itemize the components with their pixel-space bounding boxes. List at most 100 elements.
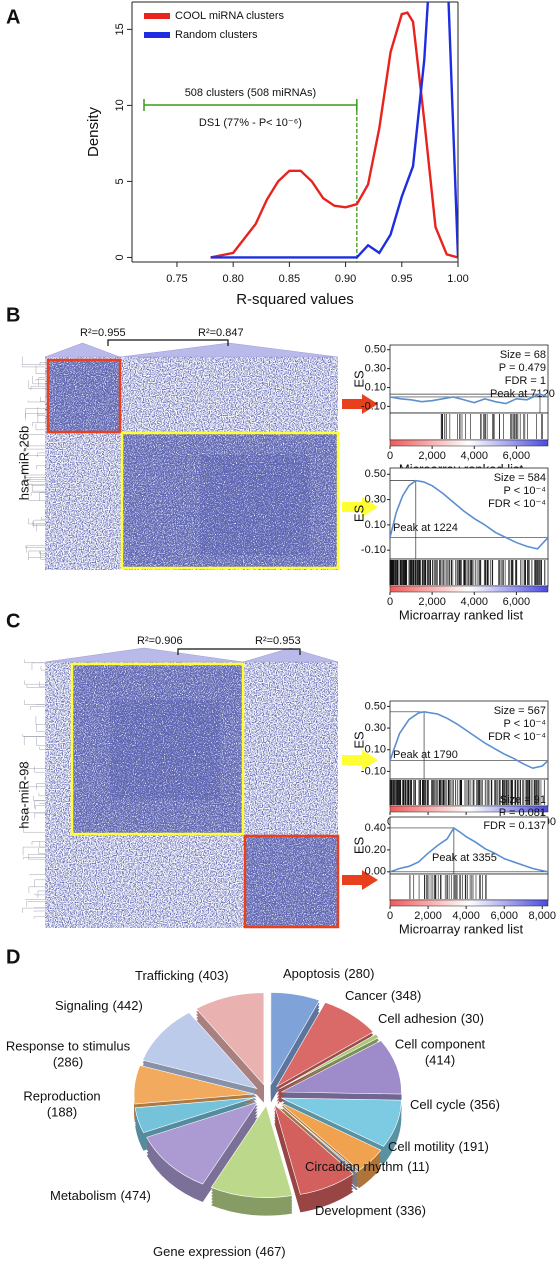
panel-label: B xyxy=(6,304,20,326)
x-tick-label: 0.75 xyxy=(166,273,187,285)
pie-slice xyxy=(210,1104,293,1198)
slice-label: Cell motility xyxy=(388,1139,455,1154)
r2-bracket xyxy=(107,339,229,346)
y-axis-label: ES xyxy=(351,731,366,749)
cluster-box xyxy=(70,662,245,836)
stat-label: P = 0.479 xyxy=(499,362,546,374)
y-tick-label: 0.20 xyxy=(365,844,386,856)
stat-label: Size = 91 xyxy=(500,794,546,806)
pie-slice xyxy=(270,992,320,1086)
pie-slice xyxy=(142,1012,258,1090)
stat-label: FDR = 0.137 xyxy=(483,820,546,832)
arrow xyxy=(342,870,378,890)
slice-value: (348) xyxy=(391,988,421,1003)
slice-label-group: Apoptosis (280) xyxy=(283,966,374,981)
slice-value: (286) xyxy=(53,1054,83,1069)
x-tick-label: 4,000 xyxy=(461,450,489,462)
slice-value: (188) xyxy=(47,1104,77,1119)
r2-label: R²=0.955 xyxy=(80,327,126,339)
x-tick-label: 6,000 xyxy=(503,450,531,462)
series-line xyxy=(210,2,458,259)
pie-slice xyxy=(134,1097,255,1134)
rank-colorbar xyxy=(389,439,549,447)
slice-label-group: Cancer (348) xyxy=(345,988,421,1003)
hit-frame xyxy=(389,412,549,441)
pie-slice xyxy=(133,1065,255,1105)
slice-label: Cell component xyxy=(395,1036,486,1051)
y-axis-label: ES xyxy=(351,370,366,388)
pie-side xyxy=(277,1106,358,1176)
peak-label: Peak at 7120 xyxy=(490,388,555,400)
panel-label: C xyxy=(6,610,20,632)
x-tick-label: 4,000 xyxy=(452,910,480,922)
x-tick-label: 2,000 xyxy=(418,450,446,462)
x-tick-label: 2,000 xyxy=(414,910,442,922)
dendrogram-top xyxy=(44,647,244,663)
pie-slice xyxy=(195,992,265,1086)
slice-label-group: Metabolism (474) xyxy=(50,1188,151,1203)
dendrogram-top xyxy=(44,342,121,358)
series-line xyxy=(390,479,548,550)
pie-slice xyxy=(277,1102,359,1173)
stat-label: Size = 567 xyxy=(494,705,546,717)
x-tick-label: 6,000 xyxy=(503,596,531,608)
rank-colorbar xyxy=(389,805,549,813)
x-tick-label: 0 xyxy=(387,596,393,608)
y-axis-label: ES xyxy=(351,837,366,855)
y-tick-label: 15 xyxy=(114,23,126,35)
x-tick-label: 1.00 xyxy=(447,273,468,285)
annotation: DS1 (77% - P< 10⁻⁶) xyxy=(199,117,302,129)
slice-value: (336) xyxy=(396,1203,426,1218)
slice-label-group: Circadian rhythm (11) xyxy=(305,1159,429,1174)
legend-swatch xyxy=(144,32,170,38)
stat-label: P < 10⁻⁴ xyxy=(504,718,547,730)
slice-label: Response to stimulus xyxy=(6,1038,131,1053)
rank-colorbar xyxy=(389,585,549,593)
legend-label: Random clusters xyxy=(175,29,258,41)
slice-label: Development xyxy=(315,1203,392,1218)
x-tick-label: 0.95 xyxy=(391,273,412,285)
mirna-label: hsa-miR-98 xyxy=(16,761,31,828)
y-tick-label: -0.10 xyxy=(361,400,386,412)
slice-label-group: Signaling (442) xyxy=(55,998,143,1013)
slice-label: Signaling xyxy=(55,998,109,1013)
stat-label: Size = 584 xyxy=(494,472,546,484)
slice-label: Cell cycle xyxy=(410,1097,466,1112)
heatmap-cluster xyxy=(48,360,120,432)
x-tick-label: 0 xyxy=(387,450,393,462)
pie-slice xyxy=(275,1002,374,1088)
slice-label: Circadian rhythm xyxy=(305,1159,403,1174)
y-tick-label: -0.10 xyxy=(361,765,386,777)
cluster-box xyxy=(243,834,340,929)
slice-label: Cell adhesion xyxy=(378,1011,457,1026)
slice-label: Cancer xyxy=(345,988,388,1003)
heatmap-cluster xyxy=(245,836,338,927)
arrow xyxy=(342,497,378,517)
slice-label-group: Trafficking (403) xyxy=(135,968,229,983)
cluster-box xyxy=(120,431,340,570)
cluster-box xyxy=(46,358,122,434)
slice-label: Trafficking xyxy=(135,968,194,983)
stat-label: P = 0.081 xyxy=(499,807,546,819)
x-tick-label: 8,000 xyxy=(529,910,557,922)
legend-swatch xyxy=(144,13,170,19)
y-tick-label: 0.00 xyxy=(365,866,386,878)
y-tick-label: -0.10 xyxy=(361,544,386,556)
x-axis-label: R-squared values xyxy=(236,291,354,308)
r2-label: R²=0.847 xyxy=(198,327,244,339)
y-tick-label: 0.10 xyxy=(365,744,386,756)
stat-label: FDR < 10⁻⁴ xyxy=(488,731,546,743)
arrow xyxy=(342,750,378,770)
pie-slice xyxy=(278,1101,382,1171)
slice-label-group: Development (336) xyxy=(315,1203,426,1218)
stat-label: P < 10⁻⁴ xyxy=(504,485,547,497)
y-tick-label: 0.50 xyxy=(365,700,386,712)
stat-label: FDR < 10⁻⁴ xyxy=(488,498,546,510)
arrow xyxy=(342,394,378,414)
series-line xyxy=(390,826,548,873)
y-tick-label: 0.10 xyxy=(365,519,386,531)
y-tick-label: 0.40 xyxy=(365,822,386,834)
x-axis-label: Microarray ranked list xyxy=(399,921,524,936)
peak-label: Peak at 3355 xyxy=(432,852,497,864)
slice-value: (403) xyxy=(198,968,228,983)
